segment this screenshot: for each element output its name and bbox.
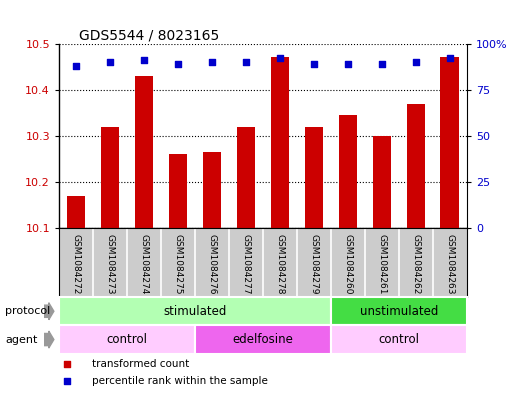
Point [344, 61, 352, 67]
Text: GDS5544 / 8023165: GDS5544 / 8023165 [80, 28, 220, 42]
Point [310, 61, 318, 67]
Point [72, 62, 80, 69]
Text: GSM1084278: GSM1084278 [275, 234, 284, 294]
Point [106, 59, 114, 65]
Text: GSM1084272: GSM1084272 [71, 234, 81, 294]
Bar [101, 127, 120, 228]
Text: edelfosine: edelfosine [232, 333, 293, 346]
Text: protocol: protocol [5, 306, 50, 316]
Point [276, 55, 284, 62]
Bar [372, 136, 391, 228]
Bar [339, 115, 357, 228]
Bar [134, 76, 153, 228]
Text: GSM1084274: GSM1084274 [140, 234, 148, 294]
Bar [67, 196, 85, 228]
Text: stimulated: stimulated [163, 305, 227, 318]
Text: unstimulated: unstimulated [360, 305, 438, 318]
Point [446, 55, 454, 62]
Bar [331, 325, 467, 354]
Point [412, 59, 420, 65]
Bar [270, 57, 289, 228]
Bar [441, 57, 459, 228]
Text: control: control [379, 333, 419, 346]
Point [63, 378, 71, 384]
Text: percentile rank within the sample: percentile rank within the sample [92, 376, 267, 386]
Text: GSM1084276: GSM1084276 [207, 234, 216, 294]
Text: GSM1084263: GSM1084263 [445, 234, 455, 294]
Bar [203, 152, 221, 228]
Point [208, 59, 216, 65]
Text: GSM1084275: GSM1084275 [173, 234, 183, 294]
Point [378, 61, 386, 67]
Text: GSM1084260: GSM1084260 [343, 234, 352, 294]
Text: GSM1084262: GSM1084262 [411, 234, 420, 294]
Bar [406, 104, 425, 228]
Text: control: control [107, 333, 147, 346]
Bar [59, 325, 195, 354]
Bar [331, 297, 467, 325]
Text: GSM1084273: GSM1084273 [106, 234, 114, 294]
Point [140, 57, 148, 63]
Text: transformed count: transformed count [92, 358, 189, 369]
FancyArrow shape [44, 331, 54, 348]
Text: GSM1084279: GSM1084279 [309, 234, 319, 294]
Bar [59, 297, 331, 325]
Text: GSM1084261: GSM1084261 [378, 234, 386, 294]
Text: GSM1084277: GSM1084277 [242, 234, 250, 294]
Bar [169, 154, 187, 228]
Bar [305, 127, 323, 228]
Text: agent: agent [5, 334, 37, 345]
Bar [236, 127, 255, 228]
Point [174, 61, 182, 67]
Bar [195, 325, 331, 354]
Point [242, 59, 250, 65]
FancyArrow shape [44, 303, 54, 320]
Point [63, 360, 71, 367]
